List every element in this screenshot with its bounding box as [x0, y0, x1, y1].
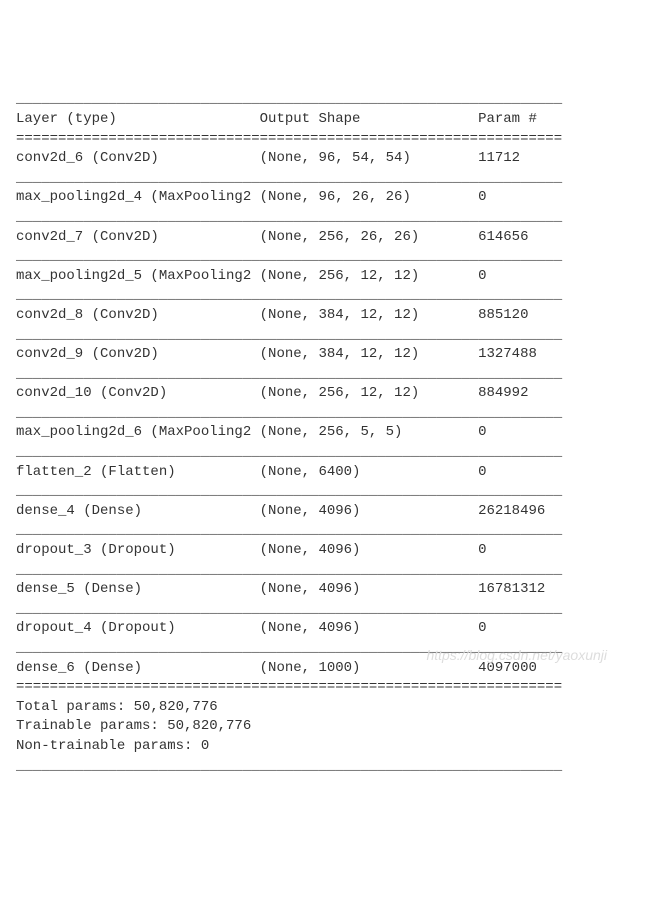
summary-nontrainable-params: Non-trainable params: 0 [16, 737, 656, 757]
summary-row-rule: ________________________________________… [16, 169, 656, 189]
summary-row: conv2d_10 (Conv2D) (None, 256, 12, 12) 8… [16, 384, 656, 404]
summary-row: dropout_4 (Dropout) (None, 4096) 0 [16, 619, 656, 639]
summary-row: dropout_3 (Dropout) (None, 4096) 0 [16, 541, 656, 561]
summary-row: conv2d_9 (Conv2D) (None, 384, 12, 12) 13… [16, 345, 656, 365]
summary-row: max_pooling2d_6 (MaxPooling2 (None, 256,… [16, 423, 656, 443]
summary-row-rule: ________________________________________… [16, 561, 656, 581]
summary-row: max_pooling2d_4 (MaxPooling2 (None, 96, … [16, 188, 656, 208]
summary-row-rule: ________________________________________… [16, 482, 656, 502]
summary-trainable-params: Trainable params: 50,820,776 [16, 717, 656, 737]
summary-row-rule: ========================================… [16, 678, 656, 698]
summary-row: dense_4 (Dense) (None, 4096) 26218496 [16, 502, 656, 522]
summary-total-params: Total params: 50,820,776 [16, 698, 656, 718]
summary-row-rule: ________________________________________… [16, 365, 656, 385]
summary-row-rule: ________________________________________… [16, 404, 656, 424]
summary-row: flatten_2 (Flatten) (None, 6400) 0 [16, 463, 656, 483]
summary-row: conv2d_8 (Conv2D) (None, 384, 12, 12) 88… [16, 306, 656, 326]
summary-row-rule: ________________________________________… [16, 600, 656, 620]
summary-header-row: Layer (type) Output Shape Param # [16, 110, 656, 130]
summary-header-rule: ========================================… [16, 130, 656, 150]
summary-row-rule: ________________________________________… [16, 521, 656, 541]
summary-bottom-rule: ________________________________________… [16, 757, 656, 777]
summary-row-rule: ________________________________________… [16, 639, 656, 659]
summary-row-rule: ________________________________________… [16, 208, 656, 228]
model-summary-output: ________________________________________… [16, 90, 656, 776]
summary-top-rule: ________________________________________… [16, 90, 656, 110]
summary-row-rule: ________________________________________… [16, 443, 656, 463]
summary-row-rule: ________________________________________… [16, 326, 656, 346]
summary-row-rule: ________________________________________… [16, 247, 656, 267]
summary-row: conv2d_6 (Conv2D) (None, 96, 54, 54) 117… [16, 149, 656, 169]
summary-row: dense_6 (Dense) (None, 1000) 4097000 [16, 659, 656, 679]
summary-row: dense_5 (Dense) (None, 4096) 16781312 [16, 580, 656, 600]
summary-row-rule: ________________________________________… [16, 286, 656, 306]
summary-row: max_pooling2d_5 (MaxPooling2 (None, 256,… [16, 267, 656, 287]
summary-row: conv2d_7 (Conv2D) (None, 256, 26, 26) 61… [16, 228, 656, 248]
